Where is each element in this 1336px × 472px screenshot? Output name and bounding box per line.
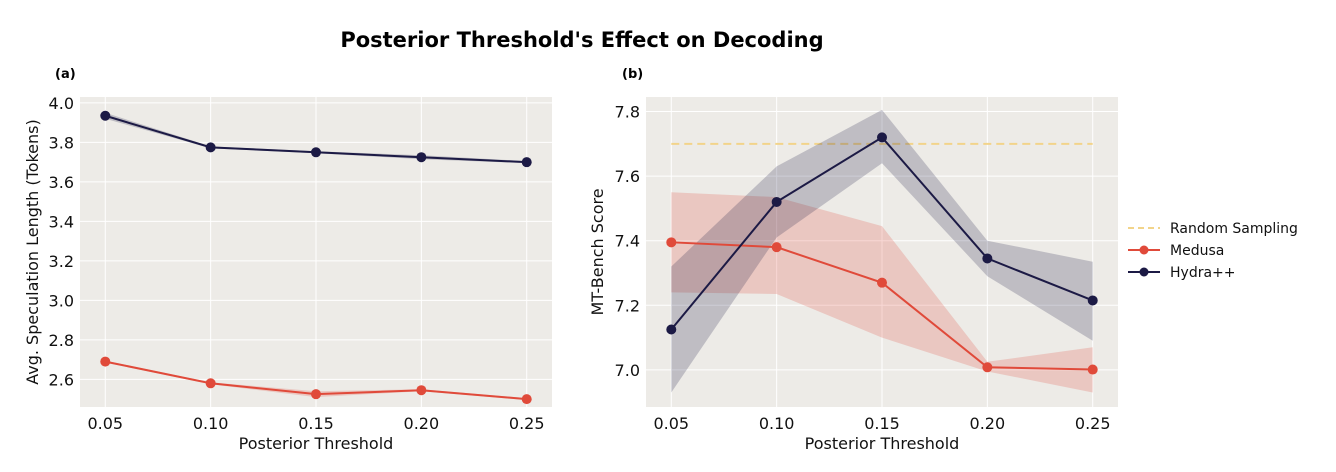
medusa-point	[771, 242, 782, 253]
y-tick-label: 7.8	[615, 103, 640, 122]
x-tick-label: 0.20	[404, 414, 440, 433]
figure-title: Posterior Threshold's Effect on Decoding	[340, 28, 823, 52]
hydra-point	[100, 110, 111, 121]
y-axis-label: Avg. Speculation Length (Tokens)	[23, 119, 42, 385]
y-tick-label: 3.4	[49, 212, 74, 231]
medusa-point	[311, 389, 321, 400]
medusa-point	[205, 378, 216, 389]
hydra-point	[521, 157, 532, 168]
hydra-point	[877, 132, 887, 143]
x-tick-label: 0.25	[509, 414, 545, 433]
legend-label-medusa: Medusa	[1170, 243, 1224, 259]
y-tick-label: 7.2	[615, 296, 640, 315]
legend-marker-hydra-	[1139, 267, 1149, 277]
medusa-point	[416, 385, 427, 396]
panel-a: (a) 2.6 2.8 3.0 3.2 3.4 3.6 3.8 4.0 0.05 0.10 0.15 0…	[23, 67, 552, 453]
legend-label-hydra-: Hydra++	[1170, 265, 1236, 281]
hydra-point	[771, 196, 782, 207]
panel-label: (a)	[55, 67, 76, 82]
y-tick-label: 2.8	[49, 331, 74, 350]
y-tick-label: 3.2	[49, 252, 74, 271]
y-tick-label: 7.6	[615, 167, 640, 186]
legend: Random Sampling Medusa Hydra++	[1128, 221, 1298, 281]
panel-label: (b)	[622, 67, 643, 82]
hydra-point	[982, 253, 993, 264]
y-tick-label: 7.0	[615, 361, 640, 380]
x-tick-label: 0.25	[1075, 414, 1111, 433]
x-axis-label: Posterior Threshold	[805, 434, 960, 453]
y-tick-label: 4.0	[49, 94, 74, 113]
x-tick-label: 0.20	[970, 414, 1006, 433]
medusa-point	[1087, 364, 1098, 375]
hydra-point	[311, 147, 321, 158]
hydra-point	[666, 324, 677, 335]
x-tick-label: 0.10	[759, 414, 795, 433]
y-tick-label: 2.6	[49, 370, 74, 389]
medusa-point	[982, 362, 993, 373]
medusa-point	[521, 394, 532, 405]
y-tick-label: 7.4	[615, 232, 640, 251]
x-axis-label: Posterior Threshold	[239, 434, 394, 453]
medusa-point	[877, 277, 887, 288]
x-tick-label: 0.15	[864, 414, 900, 433]
legend-marker-medusa	[1139, 245, 1149, 255]
hydra-point	[205, 142, 216, 153]
hydra-point	[416, 152, 427, 163]
medusa-point	[100, 356, 111, 367]
y-tick-label: 3.6	[49, 173, 74, 192]
y-tick-label: 3.0	[49, 291, 74, 310]
hydra-confidence-band	[671, 109, 1093, 393]
x-tick-label: 0.10	[193, 414, 229, 433]
y-axis-label: MT-Bench Score	[588, 188, 607, 315]
legend-label-random-sampling: Random Sampling	[1170, 221, 1298, 237]
y-tick-label: 3.8	[49, 133, 74, 152]
x-tick-label: 0.05	[87, 414, 123, 433]
medusa-point	[666, 237, 677, 248]
panel-b: (b) 7.0 7.2 7.4 7.6 7.8 0.05 0.10 0.15 0.20 0.25 Po…	[588, 67, 1118, 453]
hydra-point	[1087, 295, 1098, 306]
x-tick-label: 0.15	[298, 414, 334, 433]
x-tick-label: 0.05	[653, 414, 689, 433]
